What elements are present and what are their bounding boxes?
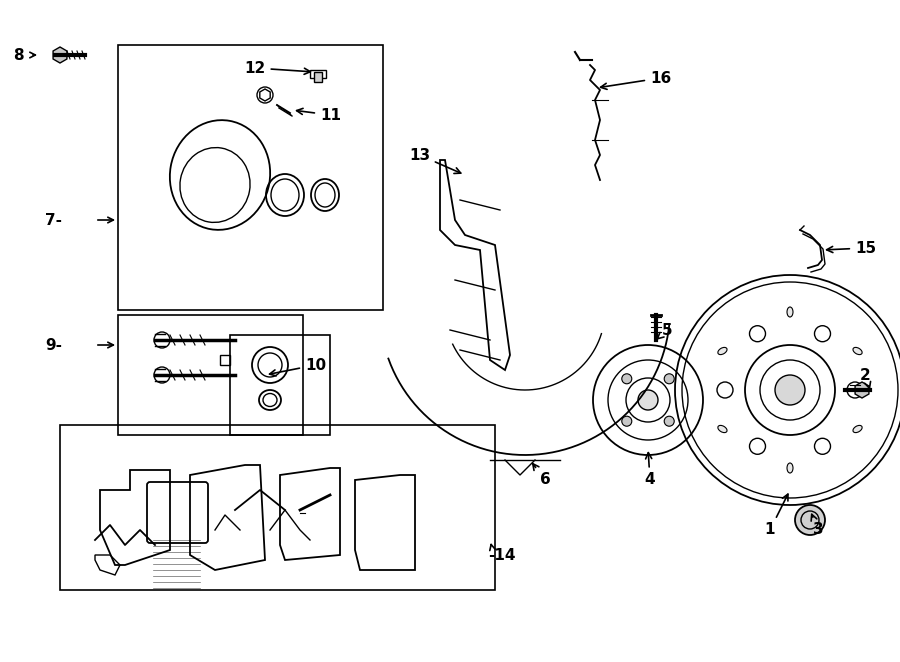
Text: 10: 10 [270, 357, 326, 376]
Bar [118, 45, 383, 310]
Ellipse shape [787, 307, 793, 317]
Circle shape [775, 375, 805, 405]
Text: 2: 2 [860, 367, 871, 389]
Text: 8: 8 [13, 48, 23, 62]
Circle shape [638, 390, 658, 410]
Circle shape [717, 382, 733, 398]
Text: 3: 3 [811, 514, 824, 538]
Text: 7-: 7- [45, 213, 62, 228]
Circle shape [622, 374, 632, 384]
Bar [230, 335, 330, 435]
Text: 11: 11 [297, 107, 341, 122]
Circle shape [795, 505, 825, 535]
Circle shape [847, 382, 863, 398]
Ellipse shape [718, 426, 727, 432]
Circle shape [814, 438, 831, 454]
Text: 13: 13 [409, 148, 461, 173]
Circle shape [664, 374, 674, 384]
Ellipse shape [853, 426, 862, 432]
Text: 6: 6 [533, 463, 551, 487]
Text: 12: 12 [245, 60, 310, 75]
Bar [310, 70, 326, 78]
Bar [60, 425, 495, 590]
Ellipse shape [787, 463, 793, 473]
Circle shape [750, 326, 766, 342]
Circle shape [814, 326, 831, 342]
Ellipse shape [853, 348, 862, 355]
Text: 9-: 9- [45, 338, 62, 352]
Bar [314, 72, 322, 82]
Circle shape [622, 416, 632, 426]
Text: 5: 5 [657, 322, 672, 339]
Ellipse shape [718, 348, 727, 355]
Text: 16: 16 [600, 70, 671, 89]
Text: 4: 4 [644, 453, 655, 487]
Bar [220, 355, 230, 365]
Circle shape [750, 438, 766, 454]
Text: 15: 15 [826, 240, 876, 256]
Text: -14: -14 [488, 547, 516, 563]
Text: 1: 1 [765, 494, 788, 538]
Bar [118, 315, 303, 435]
Circle shape [664, 416, 674, 426]
